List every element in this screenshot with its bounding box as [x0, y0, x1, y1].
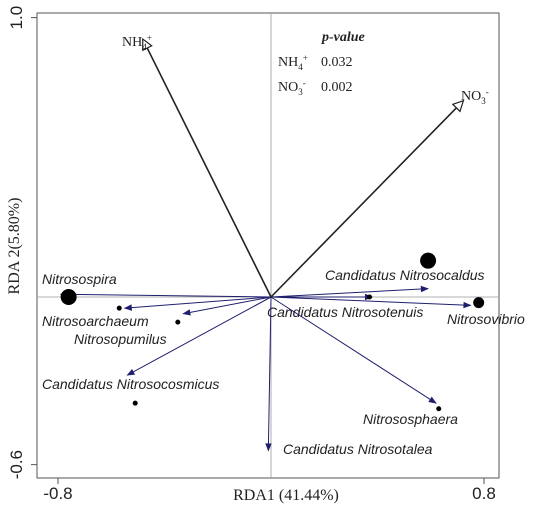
species-arrow [270, 296, 472, 309]
species-label: Nitrosovibrio [447, 311, 525, 327]
pvalue-value: 0.002 [321, 80, 353, 95]
x-tick-label: -0.8 [43, 484, 72, 503]
species-arrow [126, 296, 272, 376]
species-label: Nitrosoarchaeum [42, 313, 149, 329]
species-arrow [182, 296, 272, 316]
env-arrow [143, 40, 272, 298]
species-label: Candidatus Nitrosotenuis [267, 304, 423, 320]
sample-point [436, 406, 442, 412]
pvalue-label: NO3- [278, 78, 306, 97]
plot-frame [36, 12, 500, 479]
sample-point [473, 297, 485, 309]
pvalue-value: 0.032 [321, 55, 353, 70]
sample-point [175, 319, 181, 325]
sample-point [420, 252, 437, 269]
y-tick-label: 1.0 [7, 6, 26, 30]
species-label: Candidatus Nitrosocaldus [325, 267, 485, 283]
sample-point [116, 305, 122, 311]
sample-point [60, 289, 77, 305]
species-arrow [123, 296, 272, 311]
env-label: NO3- [461, 87, 489, 106]
x-tick-label: 0.8 [472, 484, 496, 503]
pvalue-title: p-value [321, 30, 365, 45]
species-label: Candidatus Nitrosocosmicus [42, 376, 219, 392]
sample-point [367, 294, 373, 300]
y-tick-label: -0.6 [7, 450, 26, 479]
species-arrow [270, 285, 429, 298]
species-arrow [59, 291, 272, 298]
pvalue-table: p-value NH4+ 0.032 NO3- 0.002 [278, 30, 365, 97]
env-arrow [270, 101, 463, 298]
x-axis-label: RDA1 (41.44%) [233, 487, 339, 504]
sample-point [132, 400, 138, 406]
species-arrow [270, 296, 437, 404]
y-axis-label: RDA 2(5.80%) [6, 198, 23, 295]
pvalue-label: NH4+ [278, 53, 308, 72]
species-arrow [265, 296, 272, 452]
species-label: Nitrosospira [42, 271, 117, 287]
species-label: Candidatus Nitrosotalea [283, 441, 433, 457]
species-label: Nitrososphaera [363, 411, 458, 427]
species-label: Nitrosopumilus [74, 331, 167, 347]
env-label: NH4+ [122, 33, 152, 52]
